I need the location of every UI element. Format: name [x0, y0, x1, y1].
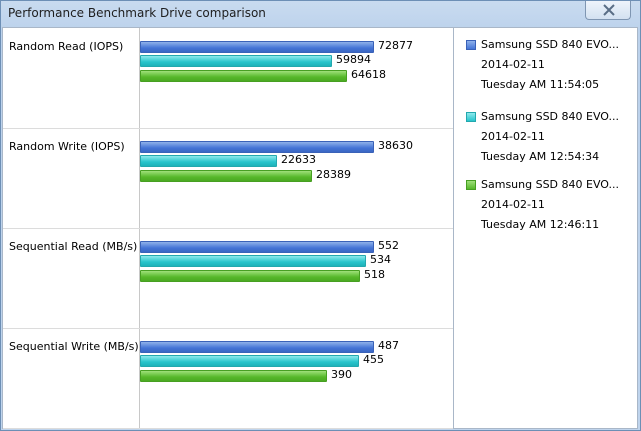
- category-label: Sequential Read (MB/s): [9, 240, 138, 253]
- legend-date: 2014-02-11: [481, 58, 545, 71]
- bar-value-label: 64618: [351, 68, 386, 81]
- legend-time: Tuesday AM 11:54:05: [481, 78, 600, 91]
- bar-value-label: 455: [363, 353, 384, 366]
- chart-bar: [140, 341, 374, 353]
- bar-value-label: 534: [370, 253, 391, 266]
- bar-value-label: 59894: [336, 53, 371, 66]
- chart-bar: [140, 141, 374, 153]
- chart-bar: [140, 270, 360, 282]
- chart-row: Sequential Read (MB/s) 552 534 518: [3, 228, 453, 329]
- bar-value-label: 487: [378, 339, 399, 352]
- legend-divider: [453, 28, 454, 429]
- legend-swatch: [466, 180, 476, 190]
- legend-time: Tuesday AM 12:54:34: [481, 150, 600, 163]
- close-button[interactable]: [585, 1, 631, 20]
- bar-value-label: 72877: [378, 39, 413, 52]
- bar-value-label: 518: [364, 268, 385, 281]
- category-label: Random Read (IOPS): [9, 40, 124, 53]
- legend-name: Samsung SSD 840 EVO...: [481, 110, 619, 123]
- category-label: Sequential Write (MB/s): [9, 340, 139, 353]
- chart-bar: [140, 41, 374, 53]
- chart-bar: [140, 370, 327, 382]
- legend-date: 2014-02-11: [481, 130, 545, 143]
- bar-value-label: 552: [378, 239, 399, 252]
- legend-swatch: [466, 112, 476, 122]
- legend-swatch: [466, 40, 476, 50]
- window-title: Performance Benchmark Drive comparison: [8, 6, 266, 20]
- bar-value-label: 390: [331, 368, 352, 381]
- chart-area: Random Read (IOPS) 72877 59894 64618 Random …: [3, 28, 453, 429]
- bar-value-label: 28389: [316, 168, 351, 181]
- chart-row: Random Read (IOPS) 72877 59894 64618: [3, 28, 453, 129]
- title-bar[interactable]: Performance Benchmark Drive comparison: [1, 1, 640, 28]
- chart-row: Random Write (IOPS) 38630 22633 28389: [3, 128, 453, 229]
- chart-bar: [140, 255, 366, 267]
- legend-date: 2014-02-11: [481, 198, 545, 211]
- legend-name: Samsung SSD 840 EVO...: [481, 178, 619, 191]
- legend-name: Samsung SSD 840 EVO...: [481, 38, 619, 51]
- chart-bar: [140, 241, 374, 253]
- category-label: Random Write (IOPS): [9, 140, 125, 153]
- chart-bar: [140, 355, 359, 367]
- chart-bar: [140, 155, 277, 167]
- legend-time: Tuesday AM 12:46:11: [481, 218, 600, 231]
- chart-row: Sequential Write (MB/s) 487 455 390: [3, 328, 453, 429]
- chart-bar: [140, 55, 332, 67]
- chart-bar: [140, 70, 347, 82]
- close-icon: [603, 4, 615, 16]
- bar-value-label: 22633: [281, 153, 316, 166]
- chart-bar: [140, 170, 312, 182]
- bar-value-label: 38630: [378, 139, 413, 152]
